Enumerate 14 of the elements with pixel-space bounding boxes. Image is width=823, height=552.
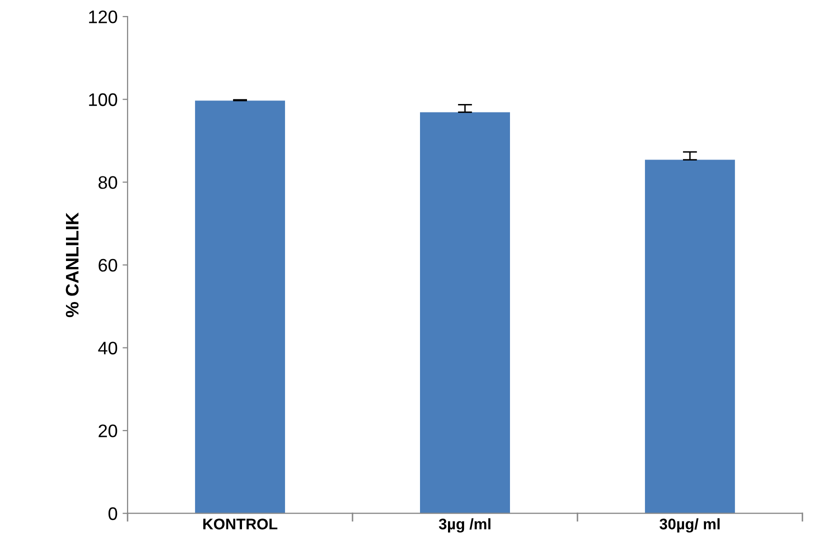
y-tick-label: 20 [98,424,118,438]
x-tick-label: 3µg /ml [438,518,490,533]
bar [195,100,286,514]
x-tick-label: 30µg/ ml [660,518,720,533]
y-tick-label: 40 [98,342,118,354]
y-tick-label: 60 [98,258,118,272]
y-tick-label: 120 [89,10,118,24]
bar [420,112,510,514]
x-tick-label: KONTROL [203,518,278,530]
y-axis-title: % CANLILIK [66,212,79,318]
y-tick-label: 0 [108,507,118,520]
y-tick-label: 80 [98,176,118,189]
y-tick-label: 100 [89,93,118,106]
bar [644,160,735,514]
